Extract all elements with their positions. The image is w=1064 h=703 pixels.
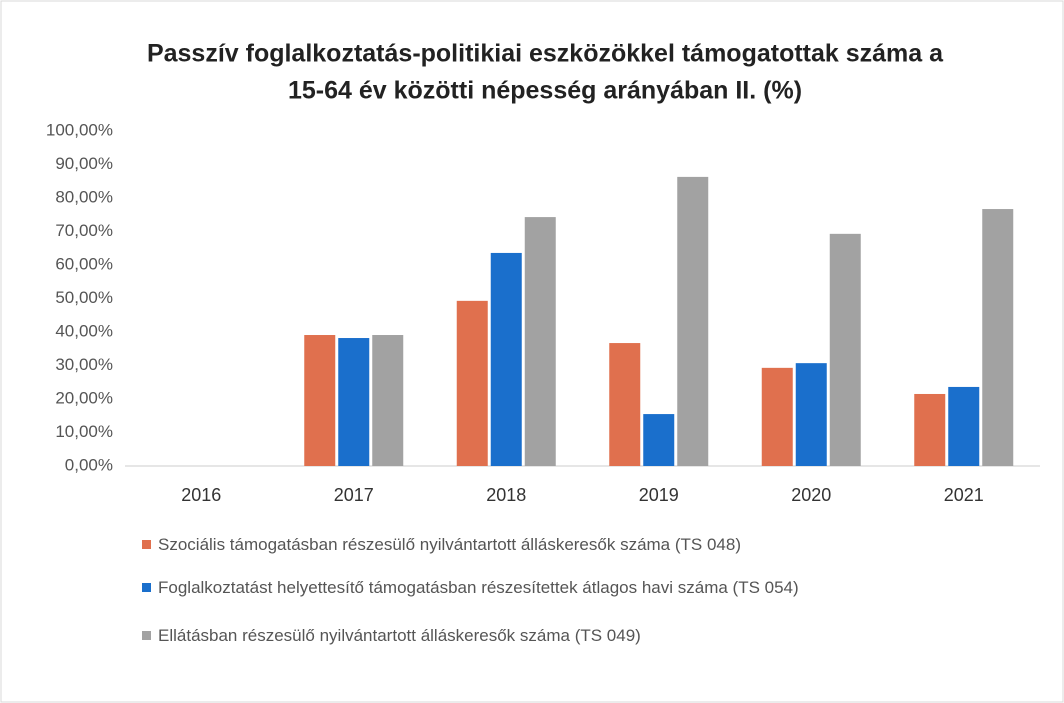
y-tick-label: 60,00% xyxy=(55,254,113,273)
legend-swatch xyxy=(142,631,151,640)
y-tick-label: 0,00% xyxy=(65,455,113,474)
y-tick-label: 50,00% xyxy=(55,288,113,307)
bar xyxy=(372,335,404,466)
legend-item: Foglalkoztatást helyettesítő támogatásba… xyxy=(142,576,1018,599)
bar xyxy=(677,176,709,466)
x-tick-label: 2017 xyxy=(334,485,374,505)
legend-label: Ellátásban részesülő nyilvántartott állá… xyxy=(158,626,641,645)
bar xyxy=(524,217,556,466)
y-tick-label: 20,00% xyxy=(55,388,113,407)
bar xyxy=(490,252,522,466)
x-tick-label: 2019 xyxy=(639,485,679,505)
bar xyxy=(609,343,641,466)
legend-item: Ellátásban részesülő nyilvántartott állá… xyxy=(142,624,818,647)
x-tick-label: 2020 xyxy=(791,485,831,505)
bar xyxy=(829,233,861,466)
legend-item: Szociális támogatásban részesülő nyilván… xyxy=(142,533,818,556)
chart-title: Passzív foglalkoztatás-politikiai eszköz… xyxy=(147,40,944,68)
y-tick-label: 80,00% xyxy=(55,187,113,206)
y-tick-label: 40,00% xyxy=(55,321,113,340)
chart-title: 15-64 év közötti népesség arányában II. … xyxy=(288,77,802,105)
x-tick-label: 2021 xyxy=(944,485,984,505)
y-tick-label: 70,00% xyxy=(55,221,113,240)
bar xyxy=(948,386,980,466)
x-tick-label: 2018 xyxy=(486,485,526,505)
y-tick-label: 10,00% xyxy=(55,422,113,441)
legend-label: Szociális támogatásban részesülő nyilván… xyxy=(158,535,741,554)
y-tick-label: 100,00% xyxy=(46,120,113,139)
bar xyxy=(338,338,370,466)
bar xyxy=(304,335,336,466)
bar xyxy=(761,367,793,466)
bar xyxy=(643,414,675,466)
legend-label: Foglalkoztatást helyettesítő támogatásba… xyxy=(158,578,799,597)
bar xyxy=(982,209,1014,466)
bar xyxy=(914,393,946,466)
y-tick-label: 90,00% xyxy=(55,154,113,173)
legend: Szociális támogatásban részesülő nyilván… xyxy=(142,533,1002,672)
legend-swatch xyxy=(142,540,151,549)
bar xyxy=(456,300,488,466)
x-tick-label: 2016 xyxy=(181,485,221,505)
y-tick-label: 30,00% xyxy=(55,355,113,374)
legend-swatch xyxy=(142,583,151,592)
bar xyxy=(795,363,827,466)
